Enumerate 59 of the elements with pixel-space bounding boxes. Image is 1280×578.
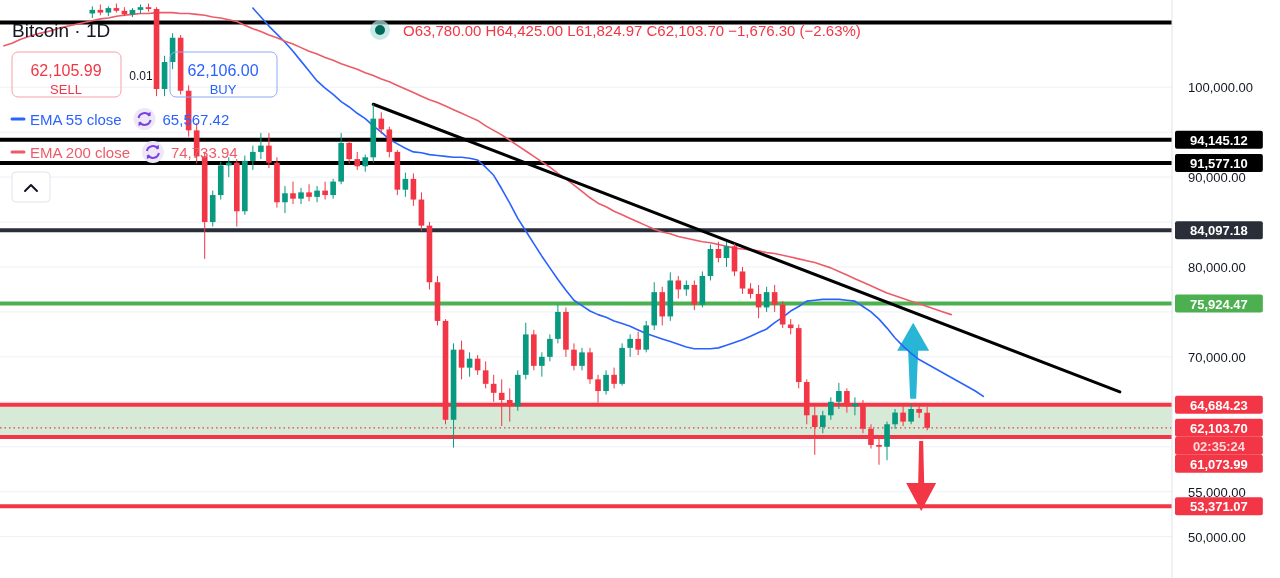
- line-series: [3, 11, 953, 316]
- candlestick: [611, 367, 617, 389]
- candlestick: [779, 300, 786, 329]
- candlestick: [723, 241, 730, 268]
- candlestick: [635, 331, 641, 356]
- candlestick: [820, 410, 826, 434]
- annotation: BUY: [209, 81, 237, 97]
- candlestick: [378, 111, 385, 135]
- candlestick: [908, 403, 914, 425]
- candlestick: [627, 333, 633, 358]
- ref-line-label: 94,145.12: [1189, 132, 1248, 148]
- legend-label: EMA 200 close: [30, 143, 131, 161]
- text: 02:35:24: [1192, 438, 1246, 454]
- candlestick: [282, 185, 288, 214]
- candlestick: [828, 396, 834, 421]
- y-tick-label: 50,000.00: [1188, 529, 1246, 545]
- annotation: 62,105.99: [30, 61, 102, 79]
- legend-label: EMA 55 close: [30, 110, 122, 128]
- candlestick: [250, 145, 256, 171]
- y-tick-label: 90,000.00: [1188, 169, 1246, 185]
- candlestick: [539, 351, 545, 378]
- candlestick: [603, 369, 609, 396]
- text: O63,780.00 H64,425.00 L61,824.97 C62,103.70 −1,676.30 (−2.63%): [403, 22, 861, 39]
- y-tick-label: 100,000.00: [1188, 79, 1254, 95]
- candlestick: [571, 342, 577, 371]
- candlestick: [402, 172, 409, 198]
- candlestick: [290, 181, 296, 205]
- y-tick-label: 70,000.00: [1188, 349, 1246, 365]
- ref-line-label: 61,073.99: [1189, 456, 1248, 472]
- candlestick: [547, 333, 553, 362]
- candlestick: [892, 408, 898, 430]
- y-tick-label: 55,000.00: [1188, 484, 1246, 500]
- candlestick: [836, 382, 842, 410]
- candlestick: [579, 347, 585, 371]
- ref-line-label: 75,924.47: [1189, 296, 1248, 312]
- ref-line-label: 64,684.23: [1189, 397, 1248, 413]
- candlestick: [739, 266, 746, 295]
- candlestick: [322, 181, 328, 201]
- ref-line-label: 62,103.70: [1189, 420, 1248, 436]
- candlestick: [298, 187, 304, 205]
- ref-line-label: 84,097.18: [1189, 222, 1248, 238]
- annotation: 62,106.00: [187, 61, 259, 79]
- candlestick: [346, 140, 352, 165]
- candlestick: [482, 360, 489, 389]
- ref-line-label: 53,371.07: [1189, 498, 1248, 514]
- ref-line-label: 91,577.10: [1189, 155, 1248, 171]
- candlestick: [884, 421, 890, 461]
- candlestick: [771, 284, 778, 313]
- candlestick: [691, 279, 698, 311]
- candlestick: [266, 132, 272, 169]
- candlestick: [330, 178, 336, 200]
- y-tick-label: 80,000.00: [1188, 259, 1246, 275]
- annotation: 0.01: [129, 69, 153, 83]
- candlestick: [306, 183, 312, 202]
- candlestick: [258, 132, 264, 160]
- annotation: SELL: [50, 81, 82, 97]
- candlestick: [314, 185, 320, 203]
- candlestick: [386, 126, 393, 158]
- candlestick: [410, 172, 417, 207]
